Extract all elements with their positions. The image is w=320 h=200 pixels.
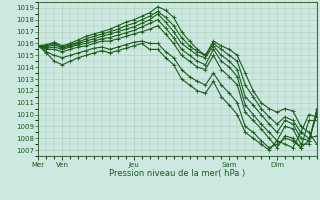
X-axis label: Pression niveau de la mer( hPa ): Pression niveau de la mer( hPa ) bbox=[109, 169, 246, 178]
